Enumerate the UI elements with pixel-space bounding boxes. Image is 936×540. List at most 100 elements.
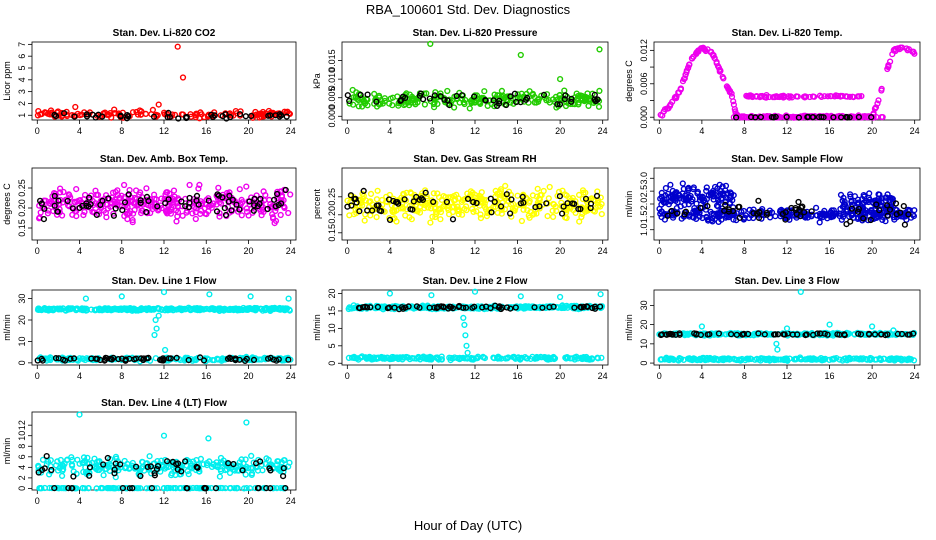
data-point	[144, 463, 151, 471]
data-point	[112, 485, 119, 492]
data-point	[584, 355, 591, 362]
data-point	[170, 198, 177, 206]
data-point	[692, 211, 699, 218]
data-points	[35, 411, 293, 492]
x-tick-label: 16	[201, 126, 211, 136]
data-point	[529, 90, 537, 97]
data-point	[512, 304, 519, 311]
data-point	[123, 306, 130, 313]
data-point	[658, 193, 665, 200]
data-point	[250, 356, 258, 364]
data-point	[755, 330, 762, 337]
data-point	[554, 101, 561, 108]
x-tick-label: 24	[910, 246, 920, 256]
data-point	[666, 356, 673, 364]
data-point	[661, 199, 668, 206]
data-point	[597, 291, 604, 298]
data-point	[789, 331, 796, 338]
x-tick-label: 16	[513, 126, 523, 136]
data-point	[279, 305, 286, 312]
data-point	[446, 303, 453, 310]
data-point	[105, 195, 112, 202]
data-point	[523, 94, 531, 102]
data-point	[283, 113, 290, 120]
data-point	[119, 207, 126, 214]
data-point	[215, 485, 222, 492]
data-point	[673, 210, 681, 217]
data-point	[657, 331, 665, 339]
data-point	[344, 203, 351, 210]
data-point	[576, 218, 583, 225]
data-point	[892, 200, 900, 207]
data-point	[717, 67, 724, 75]
panel-title: Stan. Dev. Li-820 CO2	[113, 28, 216, 39]
data-point	[729, 211, 736, 219]
data-point	[496, 97, 503, 105]
data-point	[508, 213, 515, 220]
data-point	[254, 203, 261, 210]
data-point	[437, 93, 444, 100]
data-point	[143, 460, 151, 467]
data-point	[129, 109, 137, 116]
data-point	[517, 99, 524, 106]
x-tick-label: 0	[35, 246, 40, 256]
x-tick-label: 24	[598, 246, 608, 256]
y-axis-label: degrees C	[2, 183, 12, 225]
data-point	[568, 98, 575, 105]
data-point	[236, 186, 243, 193]
data-point	[47, 356, 54, 364]
data-point	[421, 101, 429, 108]
data-point	[781, 331, 788, 338]
data-point	[561, 191, 568, 198]
x-tick-label: 12	[159, 246, 169, 256]
data-point	[85, 485, 92, 492]
data-point	[507, 99, 514, 106]
data-point	[386, 216, 394, 224]
data-point	[867, 216, 874, 224]
x-tick-label: 4	[77, 126, 82, 136]
data-point	[55, 197, 62, 204]
data-point	[595, 103, 603, 110]
data-point	[455, 211, 462, 218]
data-point	[43, 306, 50, 313]
figure-suptitle: RBA_100601 Std. Dev. Diagnostics	[366, 2, 571, 17]
data-point	[142, 110, 149, 118]
data-point	[151, 470, 158, 477]
data-point	[727, 331, 735, 338]
data-point	[168, 204, 175, 211]
data-point	[520, 206, 527, 213]
data-point	[216, 213, 223, 220]
x-tick-label: 8	[430, 246, 435, 256]
x-tick-label: 20	[555, 246, 565, 256]
data-point	[707, 208, 714, 215]
data-point	[264, 205, 271, 213]
data-point	[187, 464, 194, 471]
data-point	[101, 357, 108, 364]
data-point	[575, 99, 582, 106]
data-point	[81, 208, 88, 216]
data-point	[345, 354, 353, 362]
data-point	[51, 485, 58, 492]
data-point	[682, 71, 689, 79]
data-point	[225, 306, 233, 314]
data-point	[243, 183, 250, 190]
data-point	[64, 197, 71, 205]
data-point	[682, 208, 690, 215]
data-point	[446, 101, 453, 109]
y-tick-label: 0.000	[327, 105, 337, 128]
data-point	[464, 349, 471, 356]
data-point	[357, 91, 364, 99]
data-point	[816, 92, 824, 99]
data-point	[714, 196, 722, 203]
data-point	[824, 331, 831, 338]
data-point	[857, 331, 865, 338]
data-point	[367, 190, 375, 198]
data-point	[76, 411, 83, 418]
data-point	[517, 293, 524, 300]
data-point	[361, 217, 368, 224]
data-point	[269, 214, 277, 221]
y-tick-label: 10	[17, 336, 27, 346]
data-point	[85, 203, 92, 210]
